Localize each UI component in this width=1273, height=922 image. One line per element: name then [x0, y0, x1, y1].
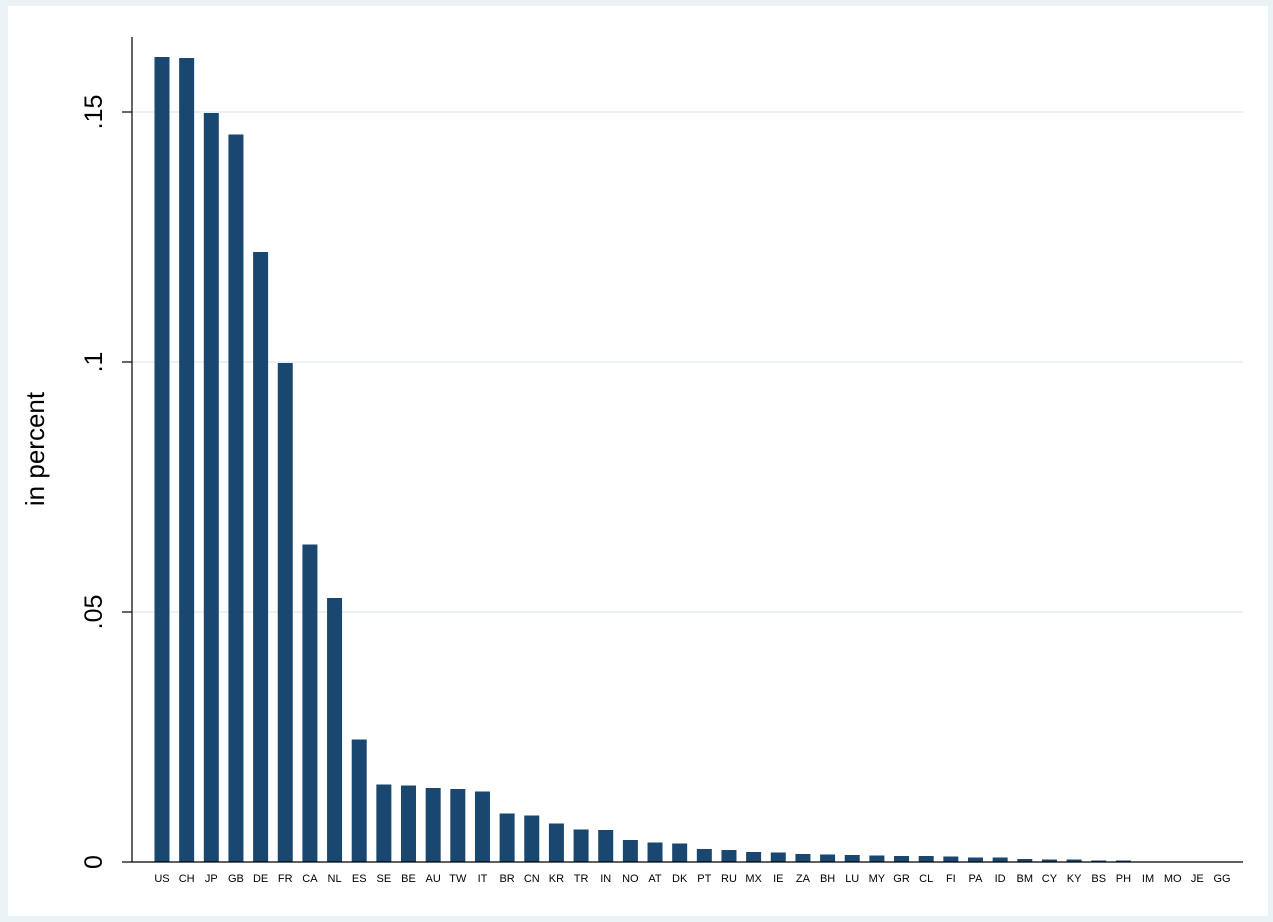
x-tick-label: NL	[328, 873, 342, 885]
bar-cy	[1041, 859, 1057, 862]
bar-in	[598, 830, 614, 862]
x-tick-label: AU	[426, 873, 441, 885]
bar-ie	[770, 852, 786, 862]
y-tick-label: .15	[80, 95, 108, 130]
x-tick-label: US	[154, 873, 169, 885]
y-tick-label: .1	[80, 352, 108, 373]
x-tick-label: JE	[1191, 873, 1204, 885]
bar-it	[474, 791, 490, 862]
bar-bh	[820, 854, 836, 862]
x-tick-label: IN	[600, 873, 611, 885]
x-tick-label: IM	[1142, 873, 1154, 885]
x-tick-label: ES	[352, 873, 367, 885]
bar-ph	[1115, 860, 1131, 862]
x-tick-label: KR	[549, 873, 564, 885]
x-tick-label: FI	[946, 873, 956, 885]
x-tick-label: PH	[1116, 873, 1131, 885]
bar-za	[795, 854, 811, 862]
x-tick-label: PA	[969, 873, 984, 885]
x-tick-label: KY	[1067, 873, 1082, 885]
x-tick-label: JP	[205, 873, 218, 885]
bar-fr	[277, 363, 293, 862]
x-tick-label: DE	[253, 873, 268, 885]
bar-se	[376, 784, 392, 862]
x-tick-label: MO	[1164, 873, 1182, 885]
x-tick-label: CL	[919, 873, 933, 885]
x-tick-label: CH	[179, 873, 195, 885]
x-tick-label: ID	[995, 873, 1006, 885]
x-tick-label: BM	[1017, 873, 1034, 885]
x-tick-label: DK	[672, 873, 688, 885]
bar-bm	[1017, 859, 1033, 862]
x-tick-label: BE	[401, 873, 416, 885]
bar-pt	[696, 849, 712, 862]
bar-id	[992, 857, 1008, 862]
x-tick-label: BS	[1091, 873, 1106, 885]
x-tick-label: CA	[302, 873, 318, 885]
x-tick-label: MX	[745, 873, 762, 885]
bar-bs	[1091, 860, 1107, 862]
bar-layer	[154, 57, 1230, 862]
bar-ca	[302, 544, 318, 862]
x-tick-label: TW	[449, 873, 467, 885]
x-tick-label: SE	[377, 873, 392, 885]
bar-jp	[203, 113, 219, 862]
bar-lu	[844, 855, 860, 862]
x-tick-label: LU	[845, 873, 859, 885]
bar-nl	[327, 598, 343, 862]
y-axis-label: in percent	[20, 391, 50, 506]
x-tick-label: IE	[773, 873, 783, 885]
x-tick-label: CY	[1042, 873, 1058, 885]
x-tick-label: TR	[574, 873, 589, 885]
bar-no	[622, 840, 638, 862]
bar-kr	[548, 823, 564, 862]
x-tick-label: RU	[721, 873, 737, 885]
bar-au	[425, 788, 441, 862]
bar-mx	[746, 852, 762, 862]
bar-us	[154, 57, 170, 862]
bar-ru	[721, 850, 737, 862]
y-tick-label: .05	[80, 595, 108, 630]
bar-tr	[573, 829, 589, 862]
x-tick-label: NO	[622, 873, 639, 885]
x-tick-label: BH	[820, 873, 835, 885]
bar-gb	[228, 134, 244, 862]
x-tick-label: GB	[228, 873, 244, 885]
bar-gr	[894, 856, 910, 862]
bar-cn	[524, 815, 540, 862]
bar-my	[869, 855, 885, 862]
x-tick-label: GG	[1213, 873, 1230, 885]
plot-region-background	[8, 6, 1268, 916]
bar-br	[499, 813, 515, 862]
bar-be	[401, 785, 417, 862]
bar-es	[351, 739, 367, 862]
bar-pa	[967, 857, 983, 862]
x-tick-label: BR	[499, 873, 514, 885]
y-tick-label: 0	[80, 855, 108, 869]
x-tick-label: CN	[524, 873, 540, 885]
bar-at	[647, 842, 663, 862]
bar-ky	[1066, 859, 1082, 862]
bar-tw	[450, 789, 466, 862]
x-tick-label: FR	[278, 873, 293, 885]
x-tick-label: IT	[478, 873, 488, 885]
bar-ch	[179, 58, 195, 862]
bar-fi	[943, 856, 959, 862]
x-tick-label: ZA	[796, 873, 811, 885]
x-tick-label: AT	[648, 873, 662, 885]
x-tick-label: GR	[893, 873, 910, 885]
x-tick-label: MY	[869, 873, 886, 885]
x-tick-label: PT	[697, 873, 711, 885]
bar-cl	[918, 856, 934, 862]
bar-de	[253, 252, 269, 862]
bar-dk	[672, 843, 688, 862]
axis-layer: 0 .05 .1 .15 US CH JP GB DE FR CA NL ES SE BE AU TW IT BR C…	[80, 37, 1243, 885]
